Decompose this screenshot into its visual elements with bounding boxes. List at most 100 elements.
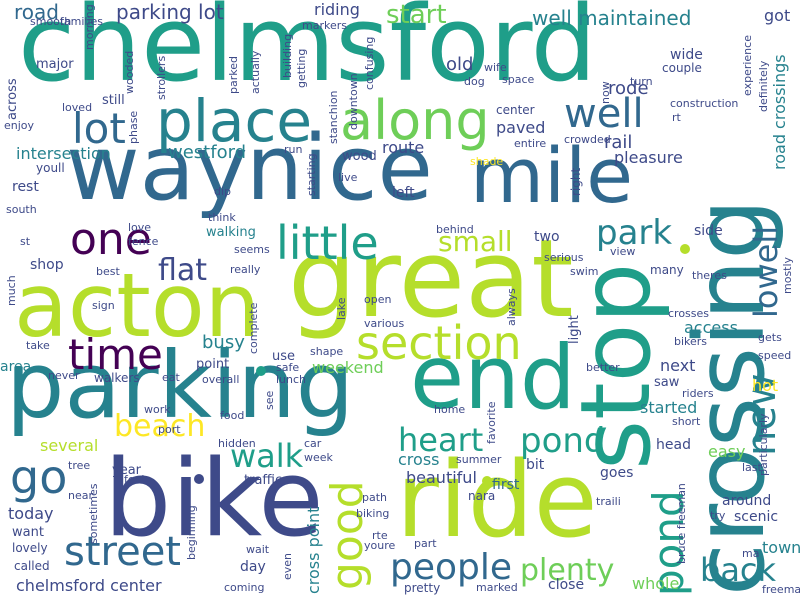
word-experience: experience [741,35,754,96]
word-sometimes: sometimes [87,483,100,544]
word-seems: seems [234,243,270,256]
word-eat: eat [162,371,180,384]
word-access: access [684,318,738,337]
word-go: go [10,450,68,504]
word-weekend: weekend [312,358,384,377]
word-easy: easy [708,442,746,461]
word-chelmsford-center: chelmsford center [16,576,162,595]
word-use: use [272,349,296,364]
word-gets: gets [758,331,782,344]
word-plenty: plenty [520,553,615,588]
word-crosses: crosses [668,307,710,320]
word-whole: whole [632,574,680,593]
word-south: south [6,203,37,216]
word-hidden: hidden [218,437,256,450]
word-youll: youll [36,161,65,175]
word-day: day [240,559,266,575]
word-wood: wood [342,149,377,164]
word-chelmsford: chelmsford [18,0,597,105]
word-near: near [68,489,94,502]
word-speed: speed [758,349,792,362]
word-enjoy: enjoy [4,119,35,132]
word-light: light [567,315,582,344]
word-really: really [230,263,261,276]
word-try: try [710,509,726,522]
word-live: live [338,171,358,184]
word-flat: flat [158,253,208,288]
word-two: two [534,229,560,245]
word-today: today [8,504,54,523]
word-along: along [340,89,490,152]
word-time: time [68,330,163,379]
word-place: place [156,87,313,155]
word-families: families [60,15,103,28]
word-behind: behind [436,223,474,236]
word-run: run [284,143,303,156]
word-sign: sign [92,299,115,312]
word-serious: serious [544,251,584,264]
word-walking: walking [206,225,256,240]
word-loved: loved [62,101,93,114]
word-marked: marked [476,581,518,594]
word-think: think [208,211,236,224]
word-street: street [64,529,181,575]
word-mile: mile [470,131,634,220]
word-turn: turn [630,75,653,88]
word-old: old [446,54,474,75]
word-started: started [640,398,698,417]
word-walkers: walkers [94,371,140,385]
word-parked: parked [227,56,240,94]
word-right: right [569,167,583,196]
word-point: point [196,357,230,372]
dot-accent [194,474,204,484]
dot-accent [680,244,690,254]
word-bike: bike [104,437,324,560]
word-path: path [362,491,388,504]
word-confusing: confusing [363,36,376,90]
word-rest: rest [12,179,39,195]
word-definitely: definitely [757,60,770,112]
word-lowell: lowell [747,225,785,318]
word-bit: bit [526,457,545,473]
word-people: people [390,547,513,588]
word-section: section [356,316,522,370]
word-favorite: favorite [485,401,498,444]
word-rt: rt [672,111,681,124]
word-car: car [304,437,322,450]
word-cross: cross [398,450,440,469]
word-complete: complete [247,302,260,354]
word-couple: couple [662,61,702,75]
word-many: many [650,263,684,277]
word-next: next [660,356,696,375]
word-route: route [382,138,425,157]
word-wife: wife [484,61,507,74]
word-youre: youre [364,539,396,552]
word-bruce-freeman: bruce freeman [675,483,688,564]
word-even: even [281,552,294,580]
word-stanchion: stanchion [327,90,340,144]
word-shade: shade [470,155,504,168]
word-walk: walk [230,437,304,475]
word-traffic: traffic [244,473,283,488]
word-beginning: beginning [185,505,198,560]
word-port: port [158,423,181,436]
word-feel: feel [124,473,145,486]
word-riders: riders [682,387,714,400]
word-center: center [496,103,535,117]
word-markers: markers [302,19,347,32]
word-space: space [502,73,535,86]
word-close: close [548,577,585,593]
word-still: still [102,93,125,108]
word-strollers: strollers [155,55,168,100]
word-theres: theres [692,269,727,282]
word-getting: getting [295,48,308,88]
word-heart: heart [398,421,484,459]
word-want: want [12,525,44,540]
dot-accent [482,476,492,486]
word-shape: shape [310,345,344,358]
word-end: end [410,326,576,429]
word-wait: wait [246,543,270,556]
word-back: back [700,551,777,589]
word-building: building [281,33,294,78]
